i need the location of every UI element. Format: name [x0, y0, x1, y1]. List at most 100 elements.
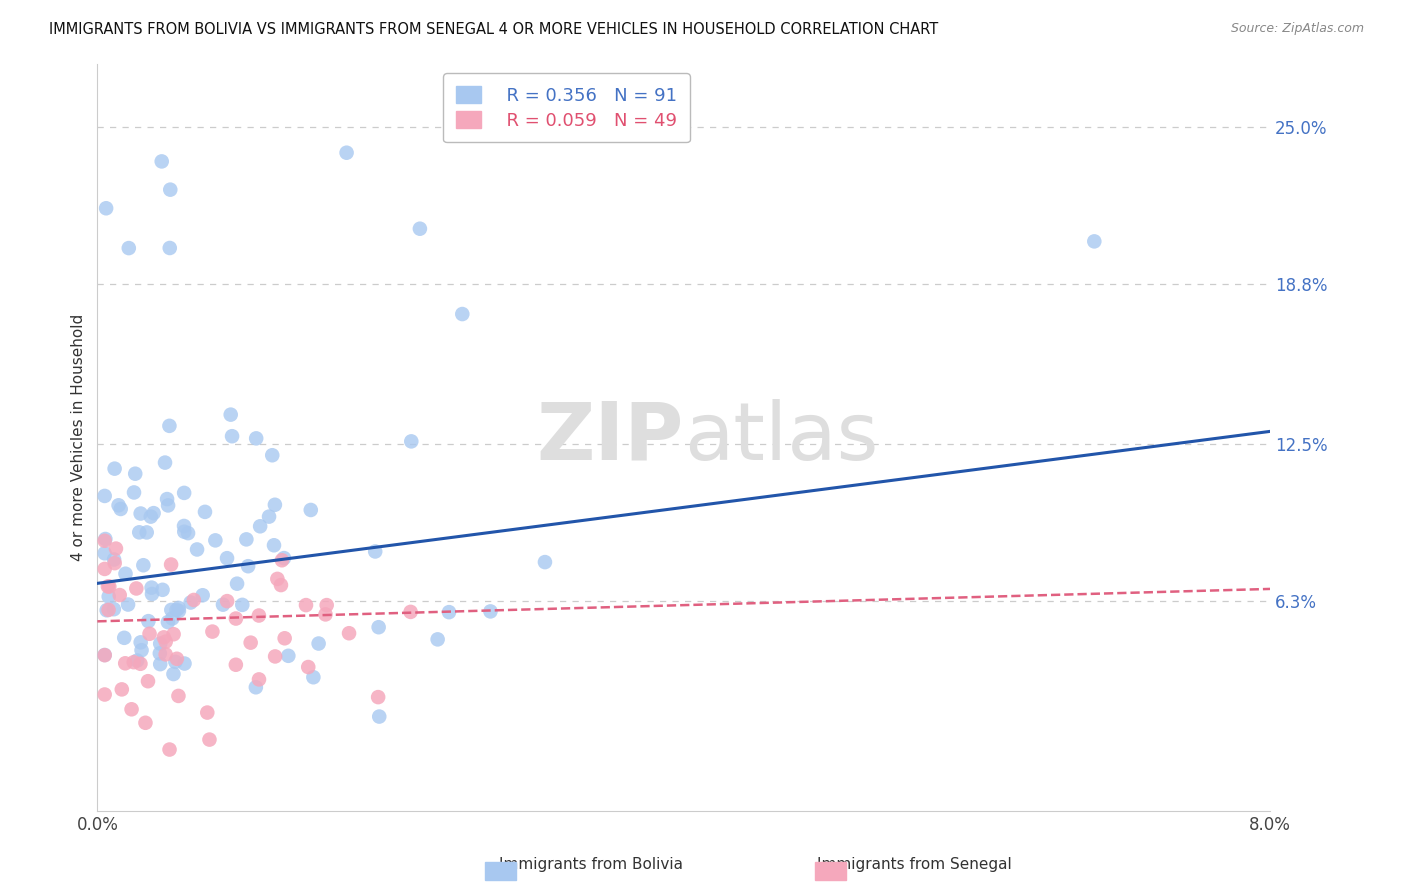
Point [247, 673, 270, 687]
Point [132, 558, 155, 573]
Point [93, 648, 115, 662]
Point [226, 576, 249, 591]
Point [93, 562, 115, 576]
Point [129, 657, 152, 671]
Point [155, 648, 177, 662]
Point [128, 525, 150, 540]
Point [236, 559, 259, 574]
Point [134, 715, 156, 730]
Point [173, 486, 195, 500]
Point [111, 682, 134, 697]
Point [129, 507, 152, 521]
Point [212, 598, 235, 612]
Point [426, 632, 449, 647]
Point [225, 657, 247, 672]
Point [157, 499, 180, 513]
Point [93, 648, 115, 662]
Point [271, 553, 294, 567]
Point [277, 648, 299, 663]
Point [299, 503, 322, 517]
Point [122, 655, 145, 669]
Point [108, 588, 131, 602]
Point [159, 183, 181, 197]
Point [262, 448, 284, 462]
Point [139, 509, 162, 524]
Point [183, 593, 205, 607]
Point [93, 546, 115, 560]
Point [367, 690, 389, 705]
Point [141, 581, 163, 595]
Point [93, 688, 115, 702]
Point [264, 649, 287, 664]
Point [177, 526, 200, 541]
Point [257, 509, 280, 524]
Point [273, 632, 295, 646]
Point [114, 657, 136, 671]
Point [127, 654, 149, 668]
Point [479, 604, 502, 618]
Point [273, 551, 295, 566]
Point [194, 505, 217, 519]
Point [152, 631, 174, 645]
Point [264, 498, 287, 512]
Point [152, 582, 174, 597]
Point [364, 544, 387, 558]
Point [153, 456, 176, 470]
Point [409, 221, 432, 235]
Point [114, 566, 136, 581]
Point [368, 709, 391, 723]
Point [155, 634, 177, 648]
Point [336, 145, 359, 160]
Legend:   R = 0.356   N = 91,   R = 0.059   N = 49: R = 0.356 N = 91, R = 0.059 N = 49 [443, 73, 690, 143]
Point [367, 620, 389, 634]
Point [308, 636, 330, 650]
Point [399, 605, 422, 619]
Point [149, 657, 172, 672]
Point [165, 655, 187, 669]
Point [93, 533, 115, 548]
Point [219, 408, 242, 422]
Point [142, 506, 165, 520]
Point [245, 431, 267, 445]
Point [167, 601, 190, 615]
Point [235, 533, 257, 547]
Point [104, 556, 127, 570]
Point [110, 502, 132, 516]
Point [149, 637, 172, 651]
Point [124, 467, 146, 481]
Point [201, 624, 224, 639]
Point [204, 533, 226, 548]
Point [247, 608, 270, 623]
Point [437, 605, 460, 619]
Point [125, 582, 148, 596]
Point [239, 635, 262, 649]
Point [131, 643, 153, 657]
Point [167, 604, 190, 618]
Point [225, 611, 247, 625]
Point [221, 429, 243, 443]
Point [162, 611, 184, 625]
Point [401, 434, 423, 449]
Point [121, 702, 143, 716]
Point [162, 667, 184, 681]
Text: Immigrants from Senegal: Immigrants from Senegal [817, 857, 1011, 872]
Point [173, 524, 195, 539]
Point [117, 598, 139, 612]
Y-axis label: 4 or more Vehicles in Household: 4 or more Vehicles in Household [72, 314, 86, 561]
Point [138, 626, 160, 640]
Point [96, 603, 118, 617]
Point [159, 742, 181, 756]
Point [129, 635, 152, 649]
Point [97, 579, 120, 593]
Point [97, 590, 120, 604]
Point [180, 595, 202, 609]
Point [149, 646, 172, 660]
Point [166, 652, 188, 666]
Point [159, 241, 181, 255]
Point [141, 587, 163, 601]
Point [103, 602, 125, 616]
Text: IMMIGRANTS FROM BOLIVIA VS IMMIGRANTS FROM SENEGAL 4 OR MORE VEHICLES IN HOUSEHO: IMMIGRANTS FROM BOLIVIA VS IMMIGRANTS FR… [49, 22, 938, 37]
Point [162, 627, 184, 641]
Point [173, 657, 195, 671]
Point [98, 580, 121, 594]
